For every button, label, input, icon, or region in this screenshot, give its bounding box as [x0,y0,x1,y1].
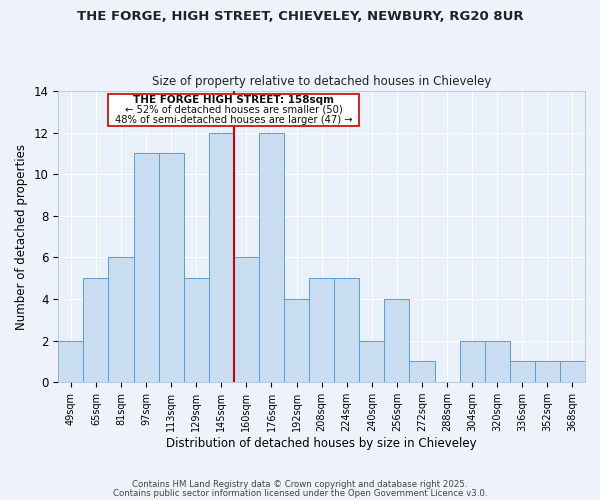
Bar [109,258,134,382]
Text: 48% of semi-detached houses are larger (47) →: 48% of semi-detached houses are larger (… [115,115,353,125]
Bar [309,278,334,382]
Bar [284,299,309,382]
Text: Contains HM Land Registry data © Crown copyright and database right 2025.: Contains HM Land Registry data © Crown c… [132,480,468,489]
Bar [83,278,109,382]
Title: Size of property relative to detached houses in Chieveley: Size of property relative to detached ho… [152,76,491,88]
Bar [485,340,510,382]
X-axis label: Distribution of detached houses by size in Chieveley: Distribution of detached houses by size … [166,437,477,450]
Bar [259,132,284,382]
Bar [234,258,259,382]
Bar [409,362,434,382]
Bar [385,299,409,382]
Bar [58,340,83,382]
Text: THE FORGE HIGH STREET: 158sqm: THE FORGE HIGH STREET: 158sqm [133,96,334,106]
Bar [158,154,184,382]
Y-axis label: Number of detached properties: Number of detached properties [15,144,28,330]
Bar [510,362,535,382]
Bar [560,362,585,382]
Text: ← 52% of detached houses are smaller (50): ← 52% of detached houses are smaller (50… [125,105,343,115]
Bar [334,278,359,382]
FancyBboxPatch shape [109,94,359,126]
Bar [535,362,560,382]
Bar [209,132,234,382]
Bar [359,340,385,382]
Bar [134,154,158,382]
Text: Contains public sector information licensed under the Open Government Licence v3: Contains public sector information licen… [113,488,487,498]
Bar [184,278,209,382]
Bar [460,340,485,382]
Text: THE FORGE, HIGH STREET, CHIEVELEY, NEWBURY, RG20 8UR: THE FORGE, HIGH STREET, CHIEVELEY, NEWBU… [77,10,523,23]
